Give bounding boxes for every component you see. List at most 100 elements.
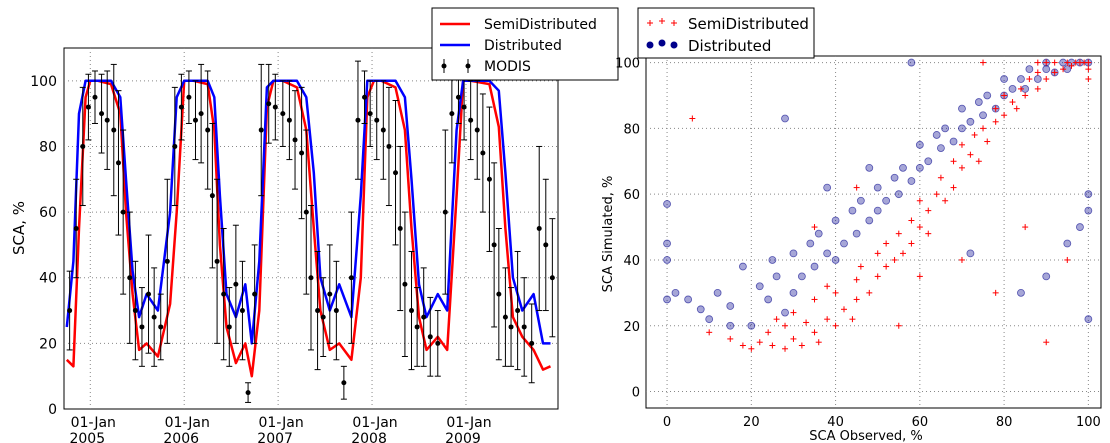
semidistributed-point (971, 131, 978, 138)
legend-label: Distributed (688, 37, 771, 55)
semidistributed-point (1001, 112, 1008, 119)
modis-point (258, 127, 264, 133)
timeseries-x-tick-year: 2008 (351, 431, 387, 443)
semidistributed-point (874, 273, 881, 280)
distributed-point (797, 272, 806, 281)
semidistributed-point (958, 164, 965, 171)
modis-point (111, 127, 117, 133)
scatter-x-tick-label: 100 (1076, 415, 1101, 430)
distributed-point (983, 91, 992, 100)
timeseries-legend: SemiDistributed Distributed MODIS (431, 7, 619, 81)
semidistributed-point (883, 240, 890, 247)
distributed-point (958, 104, 966, 113)
scatter-y-tick-label: 80 (623, 122, 640, 137)
semidistributed-point (853, 296, 860, 303)
modis-point (209, 193, 215, 199)
modis-point (315, 308, 321, 314)
legend-circle-marker (646, 41, 654, 49)
modis-point (320, 314, 326, 320)
semidistributed-point (811, 329, 818, 336)
legend-errorbar-dot (465, 63, 471, 69)
semidistributed-point (1051, 69, 1058, 76)
scatter-y-tick-label: 0 (632, 386, 640, 401)
modis-point (172, 143, 178, 149)
distributed-point (831, 216, 840, 225)
semidistributed-point (967, 151, 974, 158)
distributed-point (831, 256, 840, 264)
semidistributed-point (824, 316, 831, 323)
semidistributed-point (824, 283, 831, 290)
modis-point (280, 111, 286, 117)
semidistributed-point (1022, 224, 1029, 231)
legend-circle-marker (670, 41, 678, 49)
semidistributed-point (832, 289, 839, 296)
modis-point (549, 275, 555, 281)
semidistributed-point (790, 335, 797, 342)
modis-point (414, 324, 420, 330)
distributed-point (726, 321, 735, 330)
modis-point (67, 308, 73, 314)
modis-point (348, 275, 354, 281)
semidistributed-point (798, 342, 805, 349)
timeseries-y-tick-label: 20 (39, 336, 57, 352)
semidistributed-point (790, 309, 797, 316)
modis-point (226, 324, 232, 330)
modis-point (529, 340, 535, 346)
distributed-point (932, 131, 941, 139)
semidistributed-point (1034, 69, 1041, 76)
timeseries-y-tick-label: 80 (39, 139, 57, 155)
legend-label: Distributed (484, 38, 562, 54)
semidistributed-point (1034, 59, 1041, 66)
semidistributed-point (866, 289, 873, 296)
semidistributed-point (925, 230, 932, 237)
modis-point (286, 117, 292, 123)
semidistributed-point (895, 322, 902, 329)
modis-point (327, 291, 333, 297)
semidistributed-point (1001, 92, 1008, 99)
semidistributed-point (899, 250, 906, 257)
modis-point (442, 209, 448, 215)
semidistributed-point (1013, 105, 1020, 112)
distributed-point (949, 137, 958, 146)
modis-point (233, 281, 239, 287)
scatter-series (663, 58, 1093, 352)
semidistributed-point (950, 184, 957, 191)
distributed-point (1076, 223, 1084, 231)
semidistributed-point (1051, 59, 1058, 66)
legend-circle-marker (658, 39, 666, 47)
modis-point (214, 258, 220, 264)
modis-point (362, 94, 368, 100)
distributed-point (924, 157, 933, 166)
semidistributed-point (739, 342, 746, 349)
timeseries-x-tick-label: 01-Jan (71, 415, 116, 431)
modis-point (85, 104, 91, 110)
semidistributed-point (765, 329, 772, 336)
distributed-point (768, 256, 777, 264)
distributed-point (747, 321, 756, 330)
distributed-point (738, 262, 747, 271)
semidistributed-point (1085, 66, 1092, 73)
timeseries-x-tick-year: 2005 (69, 431, 105, 443)
distributed-point (1084, 206, 1093, 215)
modis-point (303, 209, 309, 215)
distributed-point (966, 117, 975, 126)
modis-point (333, 308, 339, 314)
semidistributed-point (992, 289, 999, 296)
modis-point (198, 111, 204, 117)
modis-point (355, 117, 361, 123)
distributed-point (848, 206, 857, 215)
semidistributed-point (782, 322, 789, 329)
modis-point (393, 170, 399, 176)
distributed-point (873, 206, 882, 215)
scatter-x-axis-label: SCA Observed, % (809, 429, 923, 443)
distributed-point (882, 196, 891, 205)
semidistributed-point (1085, 76, 1092, 83)
semidistributed-point (1043, 59, 1050, 66)
semidistributed-point (925, 207, 932, 214)
semidistributed-point (1009, 99, 1016, 106)
modis-point (80, 143, 86, 149)
distributed-point (663, 256, 671, 264)
distributed-point (899, 163, 907, 172)
distributed-point (958, 124, 966, 133)
distributed-point (823, 249, 832, 258)
